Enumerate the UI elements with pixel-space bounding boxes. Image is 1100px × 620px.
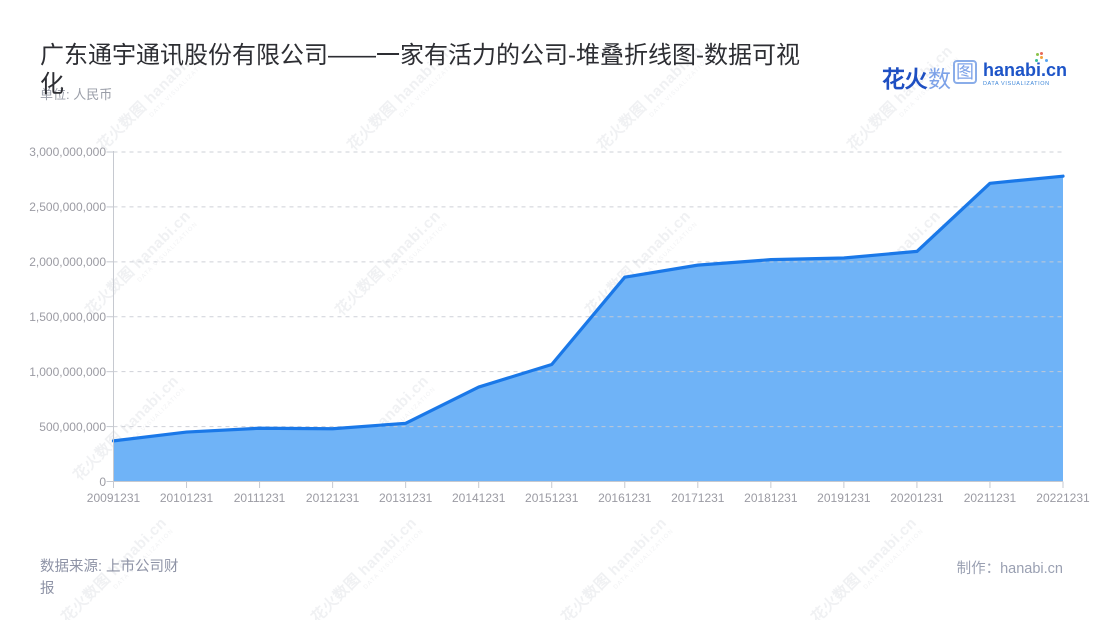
y-axis-label: 3,000,000,000 [29,145,106,159]
x-axis-label: 20151231 [525,491,579,505]
area-fill [113,176,1063,482]
logo-domain: hanabi.cn [983,56,1067,79]
x-axis-label: 20131231 [378,491,433,505]
x-axis-label: 20091231 [86,491,141,505]
y-axis-label: 2,500,000,000 [29,199,106,214]
x-axis-label: 20161231 [598,491,652,505]
x-axis-label: 20201231 [890,491,944,505]
x-axis-label: 20101231 [159,491,214,505]
data-source: 数据来源: 上市公司财报 [40,559,179,597]
logo-tagline: DATA VISUALIZATION [982,81,1050,87]
logo-cn-light: 数 [927,66,951,92]
credit: 制作：hanabi.cn [956,561,1063,577]
logo-cn-bold: 花火 [881,66,928,92]
hanabi-logo: 花火 数 图 hanabi.cn DATA VISUALIZATION [881,56,1067,94]
logo-sparkle-icon [1040,56,1043,59]
y-axis-label: 0 [99,474,106,489]
x-axis-label: 20211231 [963,491,1017,505]
x-axis-label: 20121231 [305,491,360,505]
x-axis-label: 20171231 [671,491,725,505]
chart-title: 广东通宇通讯股份有限公司——一家有活力的公司-堆叠折线图-数据可视化 [40,42,800,98]
y-axis-label: 1,500,000,000 [29,309,106,324]
y-axis-label: 2,000,000,000 [29,254,106,269]
x-axis-label: 20221231 [1036,491,1090,505]
logo-cn-boxed: 图 [952,60,977,84]
x-axis-label: 20191231 [817,491,871,505]
x-axis-label: 20141231 [451,491,506,505]
x-axis-label: 20111231 [233,491,286,505]
y-axis-label: 500,000,000 [39,419,106,434]
y-axis-label: 1,000,000,000 [29,364,106,379]
trend-line [111,174,1065,443]
unit-label: 单位: 人民币 [40,87,113,102]
x-axis-label: 20181231 [744,491,798,505]
